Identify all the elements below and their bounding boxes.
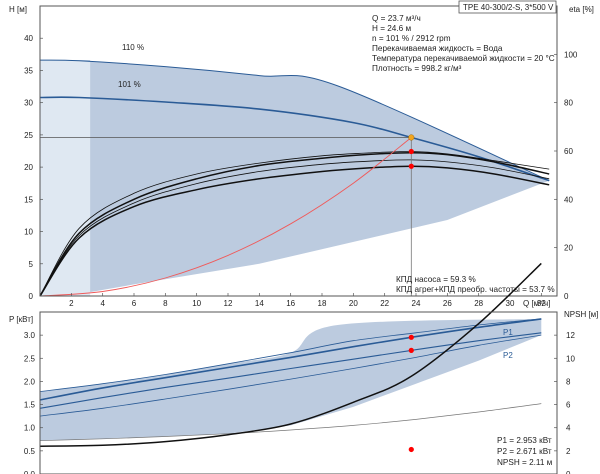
eta-tick-label: 0	[564, 292, 569, 301]
h-tick-label: 15	[24, 195, 33, 204]
npsh-tick-label: 0	[566, 470, 571, 474]
efficiency-line: КПД насоса = 59.3 %	[396, 275, 476, 284]
q-tick-label: 22	[380, 299, 389, 308]
p-tick-label: 0.0	[24, 470, 36, 474]
q-tick-label: 30	[506, 299, 515, 308]
power-readout-block: P1 = 2.953 кВт P2 = 2.671 кВт NPSH = 2.1…	[497, 436, 553, 467]
h-tick-label: 5	[29, 260, 34, 269]
operating-range-area	[40, 60, 550, 293]
eta-tick-label: 40	[564, 195, 573, 204]
npsh-tick-label: 8	[566, 377, 571, 386]
title-box	[458, 0, 557, 14]
series-label-110: 110 %	[122, 43, 144, 52]
power-npsh-panel: 0.00.51.01.52.02.53.0024681012 P [кВт] N…	[9, 262, 598, 474]
p-axis-title: P [кВт]	[9, 315, 33, 324]
q-tick-label: 26	[443, 299, 452, 308]
efficiency-marker	[408, 148, 414, 155]
head-efficiency-panel: 2 4 6 8 10 12 14 16 18 20 22 24 26 28 30 32051015202530…	[9, 0, 594, 308]
p2-curve	[39, 332, 542, 409]
q-tick-label: 4	[100, 299, 105, 308]
q-tick-label: 8	[163, 299, 168, 308]
p-tick-label: 3.0	[24, 331, 36, 340]
duty-point	[408, 134, 415, 141]
p2-curve-label: P2	[503, 351, 513, 360]
info-line: H = 24.6 м	[372, 24, 411, 33]
efficiency-curve	[39, 151, 550, 297]
info-line: Плотность = 998.2 кг/м³	[372, 64, 462, 73]
p-tick-label: 0.5	[24, 447, 36, 456]
q-tick-label: 28	[474, 299, 483, 308]
eta-tick-label: 60	[564, 147, 573, 156]
bottom-frame	[39, 311, 558, 474]
h-tick-label: 30	[24, 99, 33, 108]
npsh-tick-label: 6	[566, 401, 571, 410]
q-tick-label: 14	[255, 299, 264, 308]
npsh-tick-label: 2	[566, 447, 571, 456]
q-tick-label: 6	[132, 299, 137, 308]
duty-info-block: Q = 23.7 м³/ч H = 24.6 м n = 101 % / 291…	[372, 14, 555, 73]
q-tick-label: 10	[192, 299, 201, 308]
npsh-tick-label: 10	[566, 354, 575, 363]
q-tick-label: 12	[224, 299, 233, 308]
readout-line: P2 = 2.671 кВт	[497, 447, 552, 456]
power-marker	[408, 347, 414, 353]
info-line: Перекачиваемая жидкость = Вода	[372, 44, 503, 53]
series-label-101: 101 %	[118, 80, 141, 89]
eta-tick-label: 80	[564, 99, 573, 108]
h-tick-label: 40	[24, 34, 33, 43]
h-tick-label: 20	[24, 163, 33, 172]
npsh-tick-label: 12	[566, 331, 575, 340]
p-tick-label: 2.0	[24, 377, 36, 386]
efficiency-curve	[39, 151, 550, 297]
efficiency-curve	[39, 159, 550, 297]
eta-tick-label: 100	[564, 50, 578, 59]
readout-line: P1 = 2.953 кВт	[497, 436, 552, 445]
low-flow-zone	[40, 60, 91, 297]
chart-title: TPE 40-300/2-S, 3*500 V	[463, 3, 554, 12]
info-line: Температура перекачиваемой жидкости = 20…	[372, 54, 555, 63]
q-tick-label: 24	[412, 299, 421, 308]
h-tick-label: 25	[24, 131, 33, 140]
power-envelope-lower	[39, 334, 542, 417]
head-curve-101	[39, 96, 550, 182]
h-tick-label: 10	[24, 228, 33, 237]
q-tick-label: 20	[349, 299, 358, 308]
info-line: Q = 23.7 м³/ч	[372, 14, 421, 23]
efficiency-info-block: КПД насоса = 59.3 % КПД агрег+КПД преобр…	[396, 275, 555, 294]
h-tick-label: 0	[29, 292, 34, 301]
efficiency-line: КПД агрег+КПД преобр. частоты = 53.7 %	[396, 285, 555, 294]
q-tick-label: 16	[286, 299, 295, 308]
npsh-axis-title: NPSH [м]	[564, 310, 598, 319]
readout-line: NPSH = 2.11 м	[497, 458, 553, 467]
power-marker	[408, 334, 414, 340]
info-line: n = 101 % / 2912 rpm	[372, 34, 451, 43]
p1-curve	[39, 318, 542, 401]
npsh-curve	[39, 262, 542, 447]
p-tick-label: 1.0	[24, 424, 36, 433]
p-tick-label: 2.5	[24, 354, 36, 363]
q-tick-label: 18	[318, 299, 327, 308]
q-tick-label: 32	[537, 299, 546, 308]
q-tick-label: 2	[69, 299, 74, 308]
power-marker	[408, 446, 414, 453]
eta-tick-label: 20	[564, 244, 573, 253]
head-curve-110	[39, 59, 550, 182]
power-envelope-upper	[39, 318, 542, 392]
h-axis-title: H [м]	[9, 5, 27, 14]
p1-curve-label: P1	[503, 328, 513, 337]
p-tick-label: 1.5	[24, 401, 36, 410]
q-axis-title: Q [м³/ч]	[523, 299, 550, 308]
eta-axis-title: eta [%]	[569, 5, 594, 14]
efficiency-marker	[408, 163, 414, 169]
h-tick-label: 35	[24, 66, 33, 75]
efficiency-curve	[39, 165, 550, 297]
min-power-curve	[39, 403, 542, 442]
system-curve	[39, 137, 412, 297]
npsh-tick-label: 4	[566, 424, 571, 433]
